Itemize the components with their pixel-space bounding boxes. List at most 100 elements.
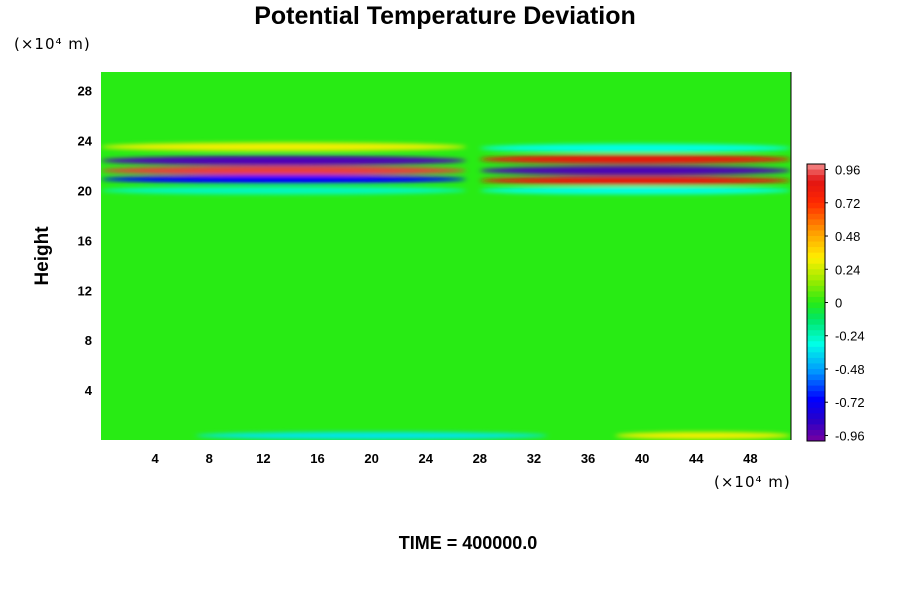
colorbar-swatch	[807, 368, 825, 376]
heatmap-band-3	[101, 174, 467, 184]
colorbar-swatch	[807, 363, 825, 370]
colorbar-swatch	[807, 291, 825, 298]
colorbar-swatch	[807, 252, 825, 259]
heatmap-band-6	[479, 154, 791, 164]
heatmap-background	[101, 72, 791, 440]
colorbar-swatch	[807, 241, 825, 248]
heatmap-band-8	[479, 176, 791, 185]
colorbar-tick-label: 0.72	[835, 196, 860, 211]
y-axis-unit-label: (×10⁴ m)	[14, 35, 91, 53]
colorbar-swatch	[807, 407, 825, 414]
colorbar-swatch	[807, 164, 825, 171]
colorbar-swatch	[807, 330, 825, 337]
y-axis-ticks: 4 8 12 16 20 24 28	[78, 84, 93, 398]
colorbar-swatch	[807, 296, 825, 303]
colorbar-swatch	[807, 418, 825, 425]
colorbar-swatch	[807, 396, 825, 403]
heatmap-band-2	[101, 165, 467, 176]
colorbar-tick-label: -0.48	[835, 362, 865, 377]
colorbar-tick-label: 0.24	[835, 262, 860, 277]
colorbar-swatch	[807, 302, 825, 309]
colorbar-swatch	[807, 236, 825, 243]
colorbar-swatch	[807, 402, 825, 409]
heatmap-band-9	[479, 186, 791, 195]
x-tick-label: 28	[473, 451, 487, 466]
colorbar-swatch	[807, 269, 825, 276]
colorbar-swatch	[807, 424, 825, 431]
time-label: TIME = 400000.0	[399, 533, 538, 553]
y-tick-label: 4	[85, 383, 93, 398]
heatmap-band-0	[101, 142, 467, 152]
colorbar-tick-label: -0.24	[835, 329, 865, 344]
y-tick-label: 12	[78, 283, 92, 298]
colorbar-swatch	[807, 357, 825, 364]
colorbar-swatch	[807, 208, 825, 215]
colorbar-swatch	[807, 346, 825, 353]
colorbar-swatch	[807, 380, 825, 387]
colorbar-swatch	[807, 230, 825, 237]
colorbar-swatch	[807, 186, 825, 193]
colorbar-tick-label: -0.96	[835, 428, 865, 443]
colorbar-swatch	[807, 169, 825, 176]
colorbar-swatch	[807, 435, 825, 442]
x-tick-label: 24	[418, 451, 433, 466]
x-tick-label: 16	[310, 451, 324, 466]
colorbar-swatch	[807, 413, 825, 420]
colorbar-swatch	[807, 224, 825, 231]
heatmap-band-5	[479, 143, 791, 153]
colorbar-swatch	[807, 213, 825, 220]
y-tick-label: 20	[78, 184, 92, 199]
x-tick-label: 4	[152, 451, 160, 466]
y-tick-label: 16	[78, 233, 92, 248]
x-tick-label: 32	[527, 451, 541, 466]
x-tick-label: 44	[689, 451, 704, 466]
colorbar-swatch	[807, 219, 825, 226]
colorbar-tick-label: 0.48	[835, 229, 860, 244]
x-tick-label: 40	[635, 451, 649, 466]
heatmap-band-1	[101, 155, 467, 166]
colorbar-swatch	[807, 263, 825, 270]
colorbar-swatch	[807, 285, 825, 292]
heatmap-features	[101, 142, 791, 440]
heatmap-plot-area	[101, 72, 791, 440]
x-tick-label: 36	[581, 451, 595, 466]
y-tick-label: 8	[85, 333, 92, 348]
colorbar-swatch	[807, 352, 825, 359]
y-tick-label: 28	[78, 84, 92, 99]
colorbar-swatch	[807, 391, 825, 398]
heatmap-band-10	[195, 431, 548, 440]
colorbar-swatch	[807, 175, 825, 182]
colorbar-swatch	[807, 180, 825, 187]
chart-title: Potential Temperature Deviation	[254, 2, 636, 30]
colorbar-swatch	[807, 274, 825, 281]
heatmap-band-11	[615, 431, 791, 440]
colorbar-swatch	[807, 341, 825, 348]
colorbar-tick-label: -0.72	[835, 395, 865, 410]
colorbar-swatch	[807, 191, 825, 198]
colorbar-swatch	[807, 429, 825, 436]
colorbar-swatch	[807, 313, 825, 320]
colorbar-swatch	[807, 308, 825, 315]
colorbar-swatch	[807, 280, 825, 287]
heatmap-band-4	[101, 186, 467, 195]
colorbar-swatch	[807, 319, 825, 326]
x-tick-label: 48	[743, 451, 757, 466]
x-tick-label: 20	[364, 451, 378, 466]
x-axis-unit-label: (×10⁴ m)	[714, 473, 791, 491]
y-tick-label: 24	[78, 134, 93, 149]
colorbar-tick-label: 0.96	[835, 163, 860, 178]
x-tick-label: 8	[206, 451, 213, 466]
colorbar-swatch	[807, 247, 825, 254]
colorbar-swatch	[807, 385, 825, 392]
colorbar-swatch	[807, 374, 825, 381]
colorbar-swatch	[807, 335, 825, 342]
colorbar-swatch	[807, 202, 825, 209]
colorbar-tick-label: 0	[835, 296, 842, 311]
x-tick-label: 12	[256, 451, 270, 466]
heatmap-band-7	[479, 165, 791, 176]
colorbar-swatch	[807, 324, 825, 331]
colorbar-swatch	[807, 197, 825, 204]
y-axis-label: Height	[32, 226, 53, 286]
x-axis-ticks: 4 8 12 16 20 24 28 32 36 40 44 48	[152, 451, 758, 466]
